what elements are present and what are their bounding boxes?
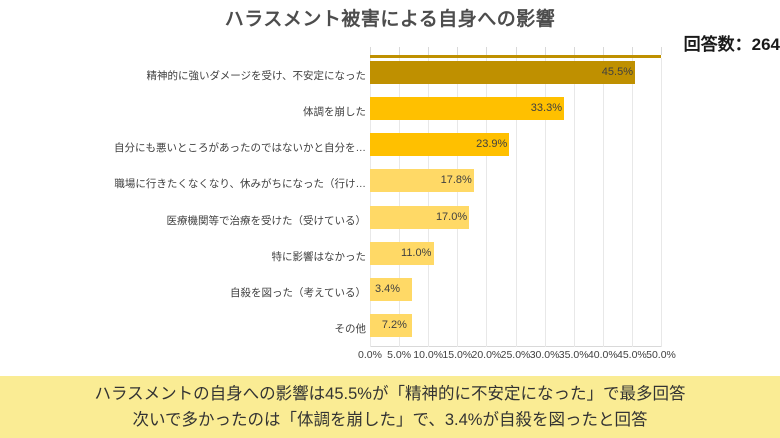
bar-row: 3.4% (370, 277, 661, 308)
bar-value-label: 17.8% (440, 174, 472, 187)
bar[interactable] (370, 241, 435, 265)
bar-row: 11.0% (370, 241, 661, 272)
x-axis-tick (544, 47, 546, 55)
x-axis-tick (370, 47, 371, 55)
x-axis-tick (457, 47, 459, 55)
x-axis-tick (399, 47, 401, 55)
x-axis-tick-labels: 0.0% 5.0% 10.0% 15.0% 20.0% 25.0% 30.0% 35.0% 40… (358, 349, 676, 365)
category-label: 特に影響はなかった (271, 250, 367, 263)
x-axis-tick-label: 35.0% (558, 349, 589, 361)
category-axis: 精神的に強いダメージを受け、不安定になった体調を崩した自分にも悪いところがあった… (0, 47, 366, 347)
gridline (457, 58, 459, 347)
x-axis-tick-label: 50.0% (646, 349, 676, 361)
x-axis-tick-label: 0.0% (358, 349, 382, 361)
category-label: 自殺を図った（考えている） (230, 286, 366, 299)
bar-value-label: 7.2% (381, 318, 407, 331)
bar-row: 17.8% (370, 169, 661, 199)
plot-area: 45.5% 33.3% 23.9% 17.8% 17.0% 11.0% 3.4% 7.2% (370, 47, 662, 347)
category-label: 自分にも悪いところがあったのではないかと自分を… (114, 142, 366, 155)
category-label: 精神的に強いダメージを受け、不安定になった (146, 70, 366, 83)
x-axis-tick (602, 47, 604, 55)
caption-band: ハラスメントの自身への影響は45.5%が「精神的に不安定になった」で最多回答 次… (0, 376, 780, 438)
bar-value-label: 17.0% (435, 210, 468, 223)
x-axis-tick-label: 10.0% (413, 349, 444, 361)
x-axis-tick-label: 30.0% (529, 349, 560, 361)
bar-row: 33.3% (370, 97, 661, 127)
bar[interactable] (370, 169, 474, 193)
bar[interactable] (370, 133, 510, 157)
x-axis-tick (515, 47, 517, 55)
x-axis-tick-label: 20.0% (471, 349, 502, 361)
x-axis-tick (428, 47, 430, 55)
x-axis-tick-label: 40.0% (587, 349, 618, 361)
category-label: 職場に行きたくなくなり、休みがちになった（行け… (114, 178, 366, 191)
axis-top-rule (370, 55, 661, 58)
category-label: 医療機関等で治療を受けた（受けている） (166, 214, 367, 227)
gridline (661, 58, 662, 347)
respondent-count-label: 回答数：264 (683, 35, 780, 54)
gridline (399, 58, 401, 347)
gridline (515, 58, 517, 347)
x-axis-tick-label: 45.0% (617, 349, 647, 361)
bar[interactable] (370, 205, 469, 229)
chart-plot-wrapper: 精神的に強いダメージを受け、不安定になった体調を崩した自分にも悪いところがあった… (0, 47, 780, 347)
gridline (370, 58, 371, 347)
gridline (602, 58, 604, 347)
bar-value-label: 3.4% (370, 277, 412, 301)
page-title: ハラスメント被害による自身への影響 (224, 9, 556, 30)
gridline (486, 58, 488, 347)
bar-row: 45.5% (370, 61, 661, 91)
x-axis-tick-label: 25.0% (500, 349, 531, 361)
bar[interactable] (370, 313, 412, 337)
bar-row: 23.9% (370, 133, 661, 163)
caption-line-2: 次いで多かったのは「体調を崩した」で、3.4%が自殺を図ったと回答 (132, 411, 648, 429)
bar-value-label: 33.3% (530, 102, 562, 115)
gridline (631, 58, 633, 347)
bar-value-label: 45.5% (601, 66, 633, 79)
x-axis-tick (573, 47, 575, 55)
x-axis-tick-label: 15.0% (442, 349, 473, 361)
x-axis-tick-label: 5.0% (387, 349, 412, 361)
gridline (544, 58, 546, 347)
bar-value-label: 23.9% (476, 138, 508, 151)
x-axis-tick (486, 47, 488, 55)
gridline (428, 58, 430, 347)
bar-row: 17.0% (370, 205, 661, 236)
bar-value-label: 11.0% (401, 246, 432, 259)
x-axis-tick (661, 47, 662, 55)
category-label: 体調を崩した (303, 106, 366, 119)
bar[interactable] (370, 61, 635, 85)
bar[interactable] (370, 97, 564, 121)
gridline (573, 58, 575, 347)
category-label: その他 (334, 322, 367, 335)
caption-line-1: ハラスメントの自身への影響は45.5%が「精神的に不安定になった」で最多回答 (94, 385, 686, 403)
x-axis-tick (631, 47, 633, 55)
bar-row: 7.2% (370, 313, 661, 344)
